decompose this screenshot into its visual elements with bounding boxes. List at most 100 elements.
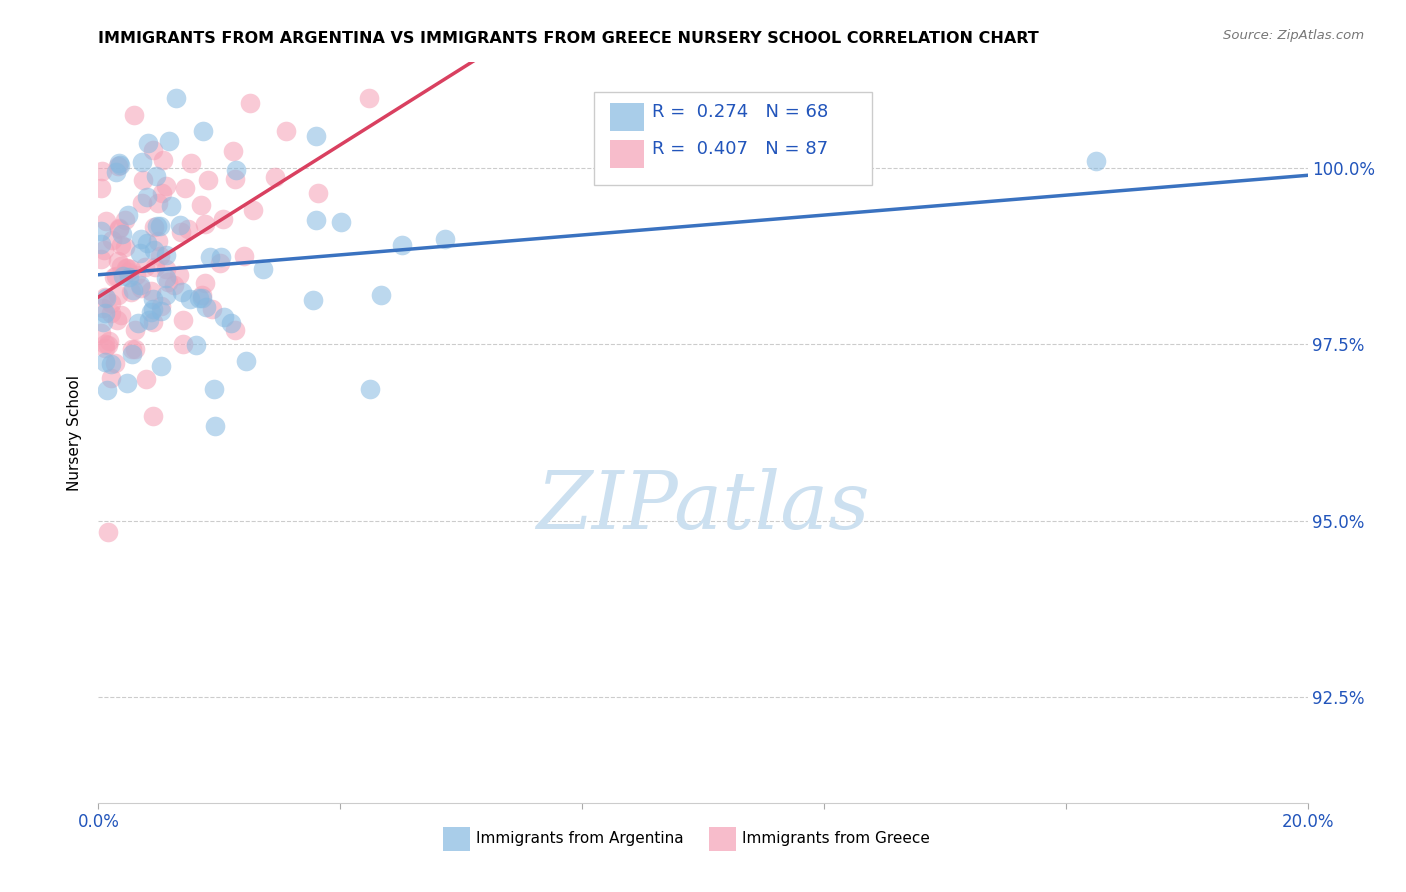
- Point: [118, 269, 141, 284]
- Point: [139, 284, 162, 298]
- Point: [330, 215, 353, 229]
- Point: [93, 243, 115, 257]
- Point: [176, 222, 198, 236]
- Point: [157, 134, 180, 148]
- Point: [148, 195, 170, 210]
- Y-axis label: Nursery School: Nursery School: [67, 375, 83, 491]
- Text: Immigrants from Greece: Immigrants from Greece: [742, 830, 929, 846]
- Point: [305, 212, 328, 227]
- Point: [149, 249, 172, 263]
- Point: [104, 268, 127, 283]
- Point: [146, 219, 169, 233]
- Point: [129, 246, 152, 260]
- Point: [191, 124, 214, 138]
- Point: [108, 221, 131, 235]
- Point: [197, 173, 219, 187]
- Point: [122, 108, 145, 122]
- Point: [170, 226, 193, 240]
- Point: [115, 261, 138, 276]
- Point: [149, 219, 172, 233]
- Point: [225, 163, 247, 178]
- Point: [100, 357, 122, 371]
- Point: [111, 227, 134, 241]
- Point: [142, 292, 165, 306]
- Text: Immigrants from Argentina: Immigrants from Argentina: [475, 830, 683, 846]
- Point: [108, 156, 131, 170]
- Point: [121, 283, 143, 297]
- Point: [131, 196, 153, 211]
- Point: [114, 213, 136, 227]
- Point: [93, 306, 115, 320]
- Point: [121, 342, 143, 356]
- Point: [433, 232, 456, 246]
- Point: [100, 296, 122, 310]
- Point: [155, 178, 177, 193]
- Point: [124, 343, 146, 357]
- Point: [201, 301, 224, 316]
- Point: [190, 287, 212, 301]
- Point: [91, 164, 114, 178]
- Point: [93, 315, 115, 329]
- Point: [194, 276, 217, 290]
- Point: [370, 288, 392, 302]
- Point: [131, 154, 153, 169]
- Point: [150, 304, 173, 318]
- Point: [90, 224, 112, 238]
- Point: [172, 313, 194, 327]
- Point: [134, 260, 156, 274]
- Point: [96, 214, 118, 228]
- Point: [108, 158, 131, 172]
- Point: [94, 341, 117, 355]
- Point: [115, 376, 138, 391]
- Point: [132, 172, 155, 186]
- Point: [184, 337, 207, 351]
- Point: [209, 250, 232, 264]
- Point: [1085, 154, 1108, 169]
- Point: [96, 383, 118, 397]
- Point: [180, 156, 202, 170]
- Point: [235, 354, 257, 368]
- Point: [307, 186, 329, 201]
- Point: [97, 525, 120, 540]
- Point: [94, 290, 117, 304]
- Point: [142, 409, 165, 424]
- Text: R =  0.274   N = 68: R = 0.274 N = 68: [652, 103, 828, 121]
- Point: [150, 186, 173, 201]
- Point: [169, 218, 191, 232]
- Point: [90, 237, 112, 252]
- Point: [155, 270, 177, 285]
- Point: [129, 232, 152, 246]
- Point: [103, 270, 125, 285]
- Point: [121, 262, 143, 277]
- Point: [233, 249, 256, 263]
- Point: [276, 124, 298, 138]
- Point: [128, 277, 150, 292]
- Point: [159, 199, 181, 213]
- Point: [208, 256, 231, 270]
- FancyBboxPatch shape: [610, 103, 644, 131]
- Point: [190, 198, 212, 212]
- Point: [115, 260, 138, 275]
- Point: [94, 291, 117, 305]
- Point: [359, 382, 381, 396]
- Point: [135, 372, 157, 386]
- Point: [110, 259, 132, 273]
- Point: [120, 285, 142, 299]
- Point: [252, 261, 274, 276]
- Point: [94, 355, 117, 369]
- Point: [107, 288, 129, 302]
- Point: [100, 306, 122, 320]
- Point: [187, 291, 209, 305]
- Point: [105, 165, 128, 179]
- Point: [172, 337, 194, 351]
- Point: [93, 337, 115, 351]
- Text: ZIPatlas: ZIPatlas: [536, 468, 870, 545]
- Point: [152, 153, 174, 167]
- Point: [124, 323, 146, 337]
- Point: [212, 211, 235, 226]
- Point: [224, 172, 246, 186]
- Point: [90, 252, 112, 267]
- Point: [127, 316, 149, 330]
- Point: [100, 371, 122, 385]
- Point: [359, 91, 381, 105]
